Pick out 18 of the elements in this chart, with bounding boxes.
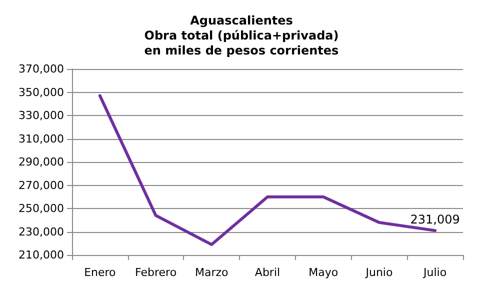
y-tick-label: 270,000 [18, 178, 64, 192]
chart-title: Aguascalientes Obra total (pública+privada) en miles de pesos corrientes [144, 14, 339, 58]
data-label: 231,009 [410, 212, 460, 227]
y-tick-label: 350,000 [18, 86, 64, 99]
x-tick-label: Mayo [308, 266, 338, 279]
y-tick-label: 290,000 [18, 156, 64, 168]
x-tick-label: Abril [254, 266, 280, 279]
y-tick-label: 210,000 [18, 248, 64, 262]
y-tick-label: 330,000 [18, 109, 64, 122]
x-tick-label: Junio [364, 266, 393, 279]
y-tick-label: 370,000 [18, 62, 64, 76]
x-tick-label: Julio [422, 266, 447, 279]
y-tick-label: 310,000 [18, 132, 64, 146]
y-tick-label: 250,000 [18, 202, 64, 215]
y-tick-label: 230,000 [18, 225, 64, 238]
x-tick-label: Febrero [135, 266, 177, 279]
x-tick-label: Marzo [195, 266, 229, 279]
x-tick-label: Enero [84, 266, 116, 279]
